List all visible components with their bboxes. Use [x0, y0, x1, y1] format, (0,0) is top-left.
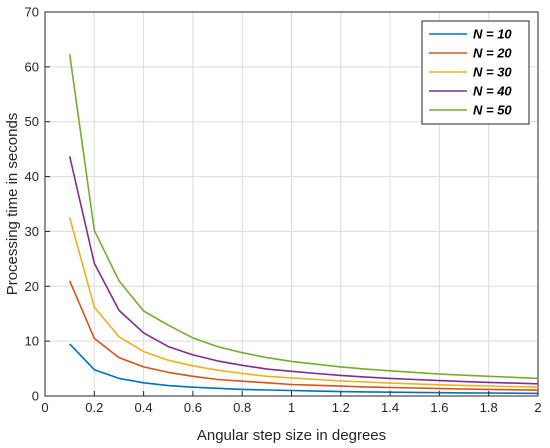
y-tick-label: 50 [25, 114, 39, 129]
series-line-n30 [68, 217, 539, 388]
x-tick-label: 1 [288, 400, 295, 415]
series-line-n40 [68, 156, 539, 385]
series-line-n10 [69, 343, 539, 395]
y-axis-label: Processing time in seconds [4, 113, 21, 296]
x-tick-label: 0.4 [135, 400, 153, 415]
y-tick-label: 30 [25, 224, 39, 239]
x-tick-label: 1.6 [430, 400, 448, 415]
x-axis-label: Angular step size in degrees [197, 427, 386, 444]
x-tick-label: 1.2 [332, 400, 350, 415]
legend: N = 10 N = 20 N = 30 N = 40 N = 50 [421, 20, 530, 125]
series-lines [68, 54, 539, 395]
legend-entry-label: N = 20 [473, 46, 512, 61]
x-tick-label: 0 [41, 400, 48, 415]
x-tick-label: 0.2 [85, 400, 103, 415]
y-tick-label: 40 [25, 169, 39, 184]
y-tick-label: 0 [32, 389, 39, 404]
legend-entry-label: N = 40 [473, 84, 512, 99]
legend-entry-label: N = 30 [473, 65, 512, 80]
x-tick-label: 1.8 [480, 400, 498, 415]
series-line-n50 [68, 54, 539, 380]
y-tick-label: 10 [25, 334, 39, 349]
x-tick-label: 2 [534, 400, 541, 415]
series-line-n20 [68, 280, 539, 391]
legend-entry-label: N = 50 [473, 103, 512, 118]
x-ticks: 0 0.2 0.4 0.6 0.8 1 1.2 1.4 1.6 1.8 2 [41, 391, 542, 415]
x-tick-label: 1.4 [381, 400, 399, 415]
legend-entry-label: N = 10 [473, 27, 512, 42]
y-tick-label: 20 [25, 279, 39, 294]
x-tick-label: 0.8 [233, 400, 251, 415]
x-tick-label: 0.6 [184, 400, 202, 415]
y-tick-label: 60 [25, 59, 39, 74]
y-ticks: 0 10 20 30 40 50 60 70 [25, 5, 50, 404]
y-tick-label: 70 [25, 5, 39, 20]
